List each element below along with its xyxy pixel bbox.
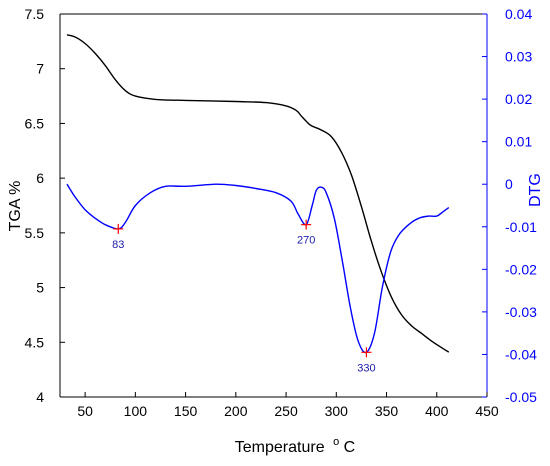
right-tick-label: 0.03 (505, 49, 532, 65)
left-tick-label: 6 (36, 170, 44, 186)
series-layer (66, 34, 450, 354)
peak-marker: 330 (357, 347, 376, 374)
right-tick-label: 0 (505, 176, 513, 192)
peak-label: 330 (357, 362, 375, 374)
x-tick-label: 150 (174, 403, 198, 419)
left-tick-label: 4 (36, 389, 44, 405)
right-tick-label: 0.01 (505, 134, 532, 150)
left-tick-label: 4.5 (25, 334, 45, 350)
right-axis-title: DTG (527, 173, 544, 207)
right-tick-label: -0.05 (505, 389, 537, 405)
x-tick-label: 200 (224, 403, 248, 419)
x-tick-label: 50 (77, 403, 93, 419)
x-tick-label: 400 (425, 403, 449, 419)
peak-marker: 270 (297, 219, 315, 247)
peak-marker: 83 (112, 223, 124, 251)
x-axis-title: Temperature o C (235, 432, 355, 456)
right-axis-ticks: 0.04 0.03 0.02 0.01 0 -0.01 -0.02 -0.03 -0.04 -0.… (482, 6, 537, 405)
left-tick-label: 7.5 (25, 6, 45, 22)
x-tick-label: 250 (274, 403, 298, 419)
right-tick-label: -0.04 (505, 346, 537, 362)
x-tick-label: 350 (375, 403, 399, 419)
left-tick-label: 7 (36, 61, 44, 77)
right-tick-label: -0.01 (505, 219, 537, 235)
x-axis-ticks: 50 100 150 200 250 300 350 400 450 (77, 392, 499, 419)
x-tick-label: 300 (325, 403, 349, 419)
right-tick-label: 0.04 (505, 6, 532, 22)
right-tick-label: -0.02 (505, 261, 537, 277)
tga-series-line (66, 34, 450, 353)
peak-label: 270 (297, 235, 315, 247)
peak-label: 83 (112, 239, 124, 251)
left-tick-label: 5 (36, 280, 44, 296)
x-tick-label: 100 (124, 403, 148, 419)
left-tick-label: 6.5 (25, 115, 45, 131)
dtg-series-line (66, 183, 450, 354)
right-tick-label: -0.03 (505, 304, 537, 320)
left-tick-label: 5.5 (25, 225, 45, 241)
peak-annotations: 83 270 330 (112, 219, 376, 374)
right-tick-label: 0.02 (505, 91, 532, 107)
plot-frame (59, 13, 488, 398)
left-axis-ticks: 4 4.5 5 5.5 6 6.5 7 7.5 (25, 6, 65, 405)
x-tick-label: 450 (475, 403, 499, 419)
left-axis-title: TGA % (7, 181, 24, 232)
